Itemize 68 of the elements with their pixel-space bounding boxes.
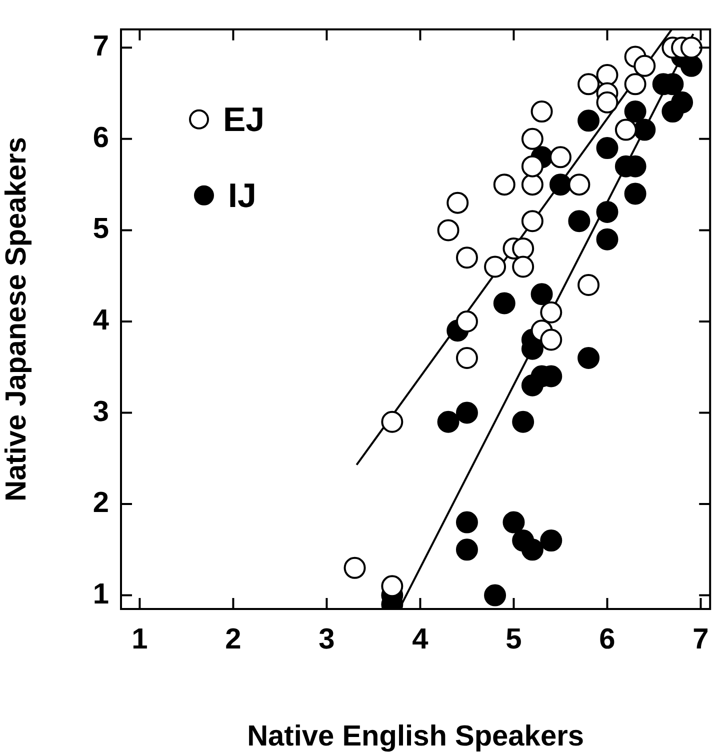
point [530, 283, 553, 306]
point [381, 410, 404, 433]
x-tick-label: 3 [318, 623, 335, 656]
point [521, 374, 544, 396]
point [512, 256, 534, 278]
point [578, 346, 600, 369]
x-tick-label: 2 [225, 623, 242, 656]
legend-label: EJ [223, 100, 265, 139]
x-tick-label: 7 [692, 623, 709, 656]
point [568, 210, 590, 232]
point [634, 54, 656, 77]
point [521, 128, 544, 150]
point [344, 556, 366, 579]
point [456, 310, 478, 332]
point [578, 110, 600, 132]
point [493, 174, 516, 196]
point [634, 118, 656, 141]
point [437, 219, 460, 242]
point [596, 137, 618, 160]
y-tick-label: 5 [92, 213, 109, 246]
point [549, 146, 572, 168]
point [437, 410, 460, 433]
x-tick-label: 6 [599, 623, 616, 656]
x-axis-title: Native English Speakers [247, 720, 584, 753]
x-tick-label: 1 [132, 623, 148, 656]
point [540, 301, 562, 324]
point [456, 246, 478, 269]
point [521, 210, 544, 232]
point [680, 36, 702, 59]
point [502, 511, 525, 534]
point [456, 346, 478, 369]
y-tick-label: 6 [92, 122, 109, 154]
point [521, 155, 544, 178]
point [456, 538, 478, 561]
point [540, 328, 562, 351]
point [549, 174, 572, 196]
point [493, 292, 516, 314]
y-tick-label: 2 [92, 487, 109, 520]
point [446, 192, 469, 214]
point [484, 256, 506, 278]
point [540, 530, 562, 552]
point [624, 182, 646, 205]
point [456, 511, 478, 534]
legend-label: IJ [228, 176, 256, 215]
point [680, 54, 702, 77]
point [456, 402, 478, 424]
point [578, 73, 600, 96]
y-tick-label: 4 [92, 304, 109, 336]
point [484, 584, 506, 606]
point [596, 200, 618, 223]
x-tick-label: 5 [506, 623, 522, 656]
y-tick-label: 3 [92, 396, 109, 428]
point [530, 100, 553, 123]
point [624, 100, 646, 123]
point [624, 73, 646, 96]
y-axis-title: Native Japanese Speakers [0, 137, 32, 502]
point [662, 100, 684, 123]
point [521, 538, 544, 561]
point [578, 274, 600, 296]
y-tick-label: 7 [92, 30, 109, 63]
point [568, 174, 590, 196]
x-tick-label: 4 [412, 623, 428, 656]
point [512, 237, 534, 260]
point [596, 91, 618, 114]
y-tick-label: 1 [92, 578, 109, 610]
point [596, 228, 618, 250]
point [512, 410, 534, 433]
point [614, 118, 637, 141]
